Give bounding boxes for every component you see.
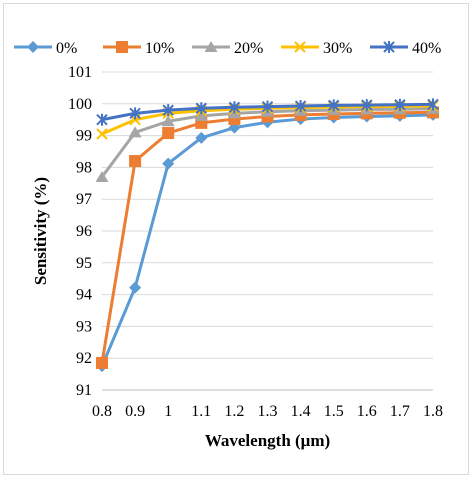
data-point (427, 98, 439, 111)
y-tick-label: 98 (76, 159, 92, 176)
legend-marker (294, 41, 306, 53)
data-point (96, 356, 108, 369)
x-tick-label: 1.5 (324, 403, 344, 420)
y-tick-label: 96 (76, 223, 92, 240)
legend-marker (27, 41, 39, 53)
series-1 (96, 108, 439, 373)
series-line (100, 110, 434, 364)
legend-item-1: 0% (14, 40, 77, 57)
y-tick-label: 97 (76, 191, 92, 208)
y-tick-label: 93 (76, 318, 92, 335)
legend-marker (116, 41, 128, 53)
tick-labels: 91 92 93 94 95 96 97 98 99 100 101 0.8 0.9 1 1.1 1.2 1.3… (68, 64, 443, 420)
series-line (100, 113, 434, 367)
chart-frame (3, 3, 469, 475)
y-axis-label: Sensitivity (%) (31, 177, 50, 285)
legend-marker (383, 41, 395, 53)
data-point (162, 104, 174, 117)
x-tick-label: 0.9 (125, 403, 145, 420)
data-point (327, 99, 340, 112)
data-point (96, 128, 108, 140)
data-point (394, 98, 406, 111)
series-5 (96, 98, 439, 126)
legend-label: 40% (412, 40, 441, 57)
series-lines (95, 98, 440, 373)
data-point (161, 115, 175, 127)
legend-item-2: 10% (103, 40, 174, 57)
x-tick-label: 1.6 (357, 403, 377, 420)
data-point (228, 101, 241, 114)
data-point (162, 127, 175, 140)
data-point (128, 126, 142, 138)
x-tick-label: 1.3 (258, 403, 278, 420)
legend-label: 10% (145, 40, 174, 57)
data-point (129, 281, 142, 294)
y-tick-label: 95 (76, 255, 92, 272)
data-point (294, 100, 307, 113)
legend-label: 20% (234, 40, 263, 57)
x-axis-label: Wavelength (μm) (205, 431, 330, 450)
data-point (261, 100, 274, 113)
data-point (194, 109, 208, 121)
legend-marker (204, 41, 218, 52)
legend-label: 0% (56, 40, 77, 57)
data-point (129, 107, 141, 120)
y-tick-label: 91 (76, 382, 92, 399)
x-tick-label: 1.7 (390, 403, 410, 420)
data-point (195, 102, 208, 115)
x-tick-label: 1.4 (291, 403, 311, 420)
legend-item-5: 40% (370, 40, 441, 57)
data-point (96, 113, 108, 126)
legend-label: 30% (323, 40, 352, 57)
y-tick-label: 99 (76, 128, 92, 145)
y-tick-label: 100 (68, 96, 92, 113)
x-tick-label: 0.8 (92, 403, 112, 420)
data-point (361, 99, 373, 112)
x-tick-label: 1.8 (423, 403, 443, 420)
data-point (95, 170, 109, 182)
y-tick-label: 94 (76, 287, 92, 304)
x-tick-label: 1 (164, 403, 172, 420)
legend: 0% 10% 20% 30% 40% (14, 40, 441, 57)
y-tick-label: 92 (76, 350, 92, 367)
legend-item-4: 30% (281, 40, 352, 57)
x-tick-label: 1.1 (191, 403, 211, 420)
data-point (129, 155, 142, 168)
y-tick-label: 101 (68, 64, 92, 81)
data-point (162, 157, 175, 170)
data-point (195, 131, 208, 144)
legend-item-3: 20% (192, 40, 263, 57)
x-tick-label: 1.2 (224, 403, 244, 420)
